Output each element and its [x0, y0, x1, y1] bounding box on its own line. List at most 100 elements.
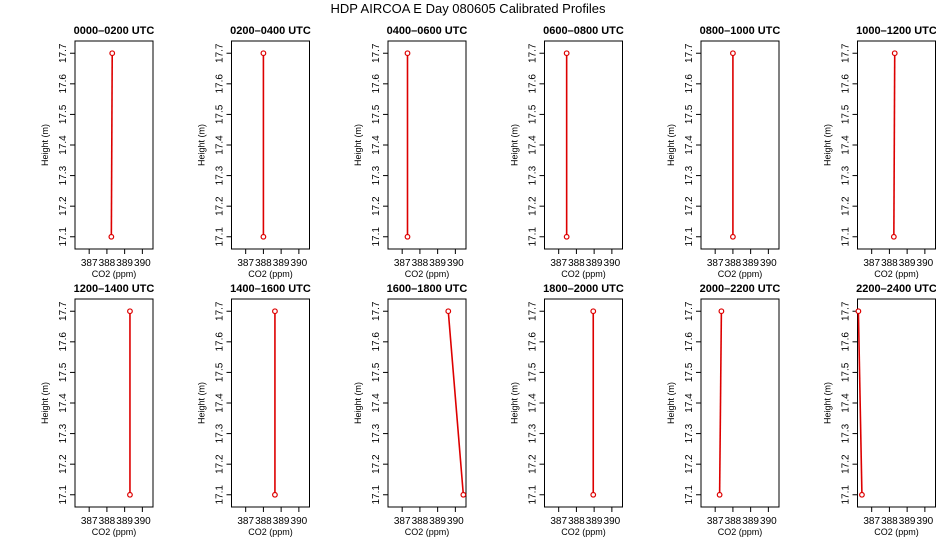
y-tick-label: 17.7 [371, 43, 382, 63]
y-tick-label: 17.7 [684, 301, 695, 321]
y-tick-label: 17.2 [528, 196, 539, 216]
x-tick-label: 389 [742, 258, 759, 269]
y-tick-label: 17.2 [58, 454, 69, 474]
x-tick-label: 388 [568, 258, 585, 269]
data-point [891, 50, 898, 57]
y-tick-label: 17.6 [841, 332, 852, 352]
x-axis-label: CO2 (ppm) [248, 527, 293, 537]
y-tick-label: 17.5 [371, 104, 382, 124]
y-tick-label: 17.2 [841, 196, 852, 216]
y-tick-label: 17.3 [58, 165, 69, 185]
y-tick-label: 17.3 [371, 423, 382, 443]
x-axis-label: CO2 (ppm) [405, 269, 450, 279]
data-point [590, 308, 597, 315]
y-tick-label: 17.1 [841, 227, 852, 247]
x-tick-label: 389 [899, 516, 916, 527]
y-axis-label: Height (m) [197, 124, 207, 166]
y-tick-label: 17.7 [58, 301, 69, 321]
y-tick-label: 17.2 [215, 454, 226, 474]
x-axis-label: CO2 (ppm) [874, 527, 919, 537]
panel-9: 1600–1800 UTC 387 388 389 390 17.1 17.2 17.3 17.… [353, 283, 467, 537]
x-tick-label: 389 [273, 516, 290, 527]
y-tick-label: 17.5 [371, 362, 382, 382]
y-tick-label: 17.4 [371, 135, 382, 155]
panel-title: 1400–1600 UTC [230, 283, 311, 295]
y-tick-label: 17.6 [215, 74, 226, 94]
y-tick-label: 17.3 [528, 423, 539, 443]
plot-frame [74, 298, 154, 508]
x-tick-label: 390 [760, 516, 777, 527]
panel-title: 0800–1000 UTC [700, 25, 781, 37]
x-axis-label: CO2 (ppm) [561, 527, 606, 537]
panel-title: 1600–1800 UTC [387, 283, 468, 295]
y-tick-label: 17.4 [371, 393, 382, 413]
y-tick-label: 17.4 [528, 393, 539, 413]
data-point [859, 491, 865, 498]
x-tick-label: 388 [255, 258, 272, 269]
data-point [730, 233, 736, 240]
panel-12: 2200–2400 UTC 387 388 389 390 17.1 17.2 17.3 17.… [823, 283, 936, 537]
x-tick-label: 390 [447, 516, 464, 527]
y-tick-label: 17.5 [841, 362, 852, 382]
y-tick-label: 17.3 [841, 165, 852, 185]
y-tick-label: 17.4 [528, 135, 539, 155]
x-tick-label: 389 [116, 258, 133, 269]
y-tick-label: 17.1 [841, 485, 852, 505]
y-tick-label: 17.7 [841, 301, 852, 321]
data-point [260, 233, 267, 240]
y-tick-label: 17.6 [684, 332, 695, 352]
y-tick-label: 17.3 [371, 165, 382, 185]
x-tick-label: 389 [742, 516, 759, 527]
x-tick-label: 388 [881, 516, 898, 527]
y-tick-label: 17.6 [58, 74, 69, 94]
panel-title: 1200–1400 UTC [74, 283, 155, 295]
panel-10: 1800–2000 UTC 387 388 389 390 17.1 17.2 17.3 17.… [510, 283, 624, 537]
y-tick-label: 17.6 [371, 74, 382, 94]
panel-title: 2200–2400 UTC [856, 283, 936, 295]
data-point [730, 50, 736, 57]
x-tick-label: 388 [881, 258, 898, 269]
y-axis-label: Height (m) [353, 382, 363, 424]
plot-frame [231, 40, 310, 250]
y-tick-label: 17.4 [684, 393, 695, 413]
y-tick-label: 17.4 [58, 135, 69, 155]
profile-line [110, 53, 114, 237]
y-tick-label: 17.1 [215, 227, 226, 247]
panel-2: 0200–0400 UTC 387 388 389 390 17.1 17.2 17.3 17.… [197, 25, 311, 279]
y-tick-label: 17.7 [841, 43, 852, 63]
y-tick-label: 17.5 [528, 104, 539, 124]
data-point [590, 491, 597, 498]
data-point [563, 233, 570, 240]
x-tick-label: 389 [429, 258, 446, 269]
profile-line [857, 311, 863, 495]
x-tick-label: 389 [116, 516, 133, 527]
x-tick-label: 389 [586, 258, 603, 269]
x-tick-label: 390 [917, 516, 934, 527]
plot-frame [857, 298, 936, 508]
x-tick-label: 390 [447, 258, 464, 269]
y-tick-label: 17.1 [371, 485, 382, 505]
y-tick-label: 17.2 [58, 196, 69, 216]
panel-title: 0600–0800 UTC [543, 25, 624, 37]
y-axis-label: Height (m) [823, 382, 833, 424]
data-point [127, 308, 133, 315]
y-tick-label: 17.3 [215, 423, 226, 443]
y-tick-label: 17.5 [215, 362, 226, 382]
y-axis-label: Height (m) [666, 124, 676, 166]
panel-title: 0400–0600 UTC [387, 25, 468, 37]
x-tick-label: 390 [134, 258, 151, 269]
data-point [109, 50, 116, 57]
y-tick-label: 17.1 [58, 227, 69, 247]
profile-line [718, 311, 723, 495]
x-tick-label: 387 [394, 258, 411, 269]
x-axis-label: CO2 (ppm) [718, 527, 763, 537]
y-axis-label: Height (m) [823, 124, 833, 166]
x-tick-label: 388 [99, 516, 116, 527]
y-tick-label: 17.2 [215, 196, 226, 216]
x-tick-label: 387 [81, 516, 98, 527]
x-axis-label: CO2 (ppm) [92, 269, 137, 279]
y-tick-label: 17.2 [371, 196, 382, 216]
y-tick-label: 17.4 [215, 135, 226, 155]
y-tick-label: 17.7 [215, 301, 226, 321]
